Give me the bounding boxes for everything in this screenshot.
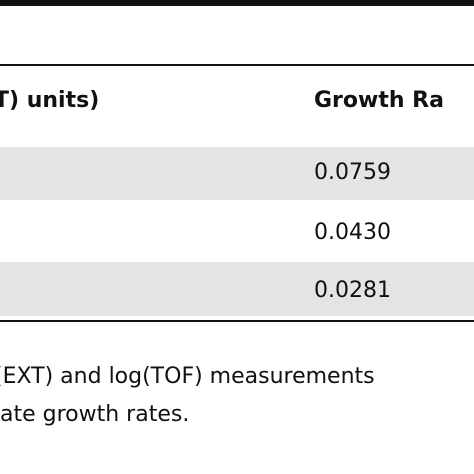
table-top-rule bbox=[0, 0, 474, 6]
table-cell-growth-rate: 0.0281 bbox=[314, 278, 391, 303]
footnote-line-1: (EXT) and log(TOF) measurements bbox=[0, 364, 375, 389]
table-row-band bbox=[0, 262, 474, 316]
footnote-line-2: ate growth rates. bbox=[0, 402, 190, 427]
column-header-units: T) units) bbox=[0, 88, 100, 113]
table-bottom-rule bbox=[0, 320, 474, 322]
table-cell-growth-rate: 0.0759 bbox=[314, 160, 391, 185]
table-cell-growth-rate: 0.0430 bbox=[314, 220, 391, 245]
column-header-growth-rate: Growth Ra bbox=[314, 88, 444, 113]
header-top-rule bbox=[0, 64, 474, 66]
table-row-band bbox=[0, 146, 474, 200]
row-divider bbox=[0, 146, 474, 147]
